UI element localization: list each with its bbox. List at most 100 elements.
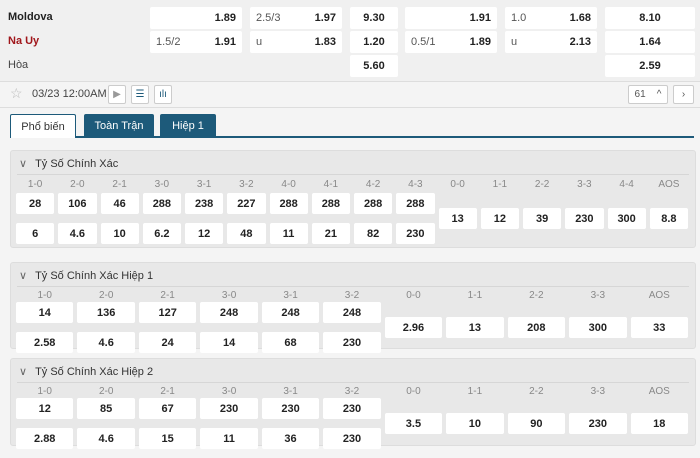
score-odds[interactable]: 67 xyxy=(138,398,197,419)
score-label: 3-2 xyxy=(239,179,254,190)
odds-cell[interactable]: 5.60 xyxy=(350,55,398,77)
score-odds[interactable]: 21 xyxy=(311,223,350,244)
score-odds[interactable]: 300 xyxy=(569,317,627,338)
chevron-down-icon[interactable]: ∨ xyxy=(19,158,28,170)
play-button[interactable]: ▶ xyxy=(108,85,126,104)
score-odds[interactable]: 11 xyxy=(269,223,308,244)
score-odds[interactable]: 12 xyxy=(16,398,74,419)
score-odds[interactable]: 4.6 xyxy=(77,428,135,449)
score-odds[interactable]: 82 xyxy=(354,223,393,244)
odds-cell[interactable]: 0.5/1 1.89 xyxy=(405,31,497,53)
section-header[interactable]: ∨ Tỷ Số Chính Xác Hiệp 1 xyxy=(19,269,153,282)
odds-cell[interactable]: 2.59 xyxy=(605,55,695,77)
score-odds[interactable]: 230 xyxy=(323,332,381,353)
score-odds[interactable]: 36 xyxy=(261,428,320,449)
odds-cell[interactable]: 9.30 xyxy=(350,7,398,29)
odds-cell[interactable]: 2.5/3 1.97 xyxy=(250,7,342,29)
score-label: 3-0 xyxy=(221,386,237,397)
odds-cell[interactable]: 8.10 xyxy=(605,7,695,29)
score-label: 4-0 xyxy=(281,179,296,190)
score-odds[interactable]: 300 xyxy=(607,208,646,229)
score-odds[interactable]: 230 xyxy=(323,398,381,419)
score-odds[interactable]: 230 xyxy=(565,208,604,229)
score-label: 0-0 xyxy=(406,386,421,397)
score-odds[interactable]: 10 xyxy=(100,223,139,244)
score-odds[interactable]: 46 xyxy=(100,193,139,214)
score-odds[interactable]: 33 xyxy=(630,317,688,338)
score-odds[interactable]: 227 xyxy=(227,193,266,214)
correct-score-section: ∨ Tỷ Số Chính Xác 1-0 28 6 2-0 106 4.6 2-1 46 10 3-… xyxy=(10,150,696,248)
score-odds[interactable]: 288 xyxy=(354,193,393,214)
score-odds[interactable]: 288 xyxy=(269,193,308,214)
score-label: 2-2 xyxy=(529,386,544,397)
score-odds[interactable]: 2.58 xyxy=(16,332,74,353)
score-odds[interactable]: 288 xyxy=(142,193,181,214)
score-odds[interactable]: 4.6 xyxy=(58,223,97,244)
score-label: AOS xyxy=(648,386,670,397)
score-odds[interactable]: 136 xyxy=(77,302,135,323)
odds-cell[interactable]: 1.64 xyxy=(605,31,695,53)
odds-value: 2.59 xyxy=(639,60,661,72)
score-odds[interactable]: 248 xyxy=(261,302,320,323)
odds-cell[interactable]: u 1.83 xyxy=(250,31,342,53)
score-odds[interactable]: 127 xyxy=(138,302,197,323)
score-odds[interactable]: 4.6 xyxy=(77,332,135,353)
score-odds[interactable]: 248 xyxy=(323,302,381,323)
score-odds[interactable]: 10 xyxy=(446,413,504,434)
chevron-down-icon[interactable]: ∨ xyxy=(19,270,28,282)
score-odds[interactable]: 15 xyxy=(138,428,197,449)
tab-toan-tran[interactable]: Toàn Trận xyxy=(84,114,154,138)
score-odds[interactable]: 11 xyxy=(200,428,258,449)
score-odds[interactable]: 230 xyxy=(261,398,320,419)
score-odds[interactable]: 288 xyxy=(311,193,350,214)
score-odds[interactable]: 230 xyxy=(569,413,627,434)
score-odds[interactable]: 106 xyxy=(58,193,97,214)
stats-button[interactable]: ılı xyxy=(154,85,172,104)
scoreboard-button[interactable]: ☰ xyxy=(131,85,149,104)
score-odds[interactable]: 2.96 xyxy=(384,317,443,338)
score-label: 2-1 xyxy=(160,386,175,397)
odds-value: 1.97 xyxy=(314,12,336,24)
score-odds[interactable]: 14 xyxy=(16,302,74,323)
score-odds[interactable]: 248 xyxy=(200,302,258,323)
odds-cell[interactable]: 1.89 xyxy=(150,7,242,29)
score-odds[interactable]: 8.8 xyxy=(649,208,688,229)
score-odds[interactable]: 3.5 xyxy=(384,413,443,434)
section-header[interactable]: ∨ Tỷ Số Chính Xác Hiệp 2 xyxy=(19,365,153,378)
star-icon[interactable]: ☆ xyxy=(10,85,23,101)
next-button[interactable]: › xyxy=(673,85,694,104)
chevron-down-icon[interactable]: ∨ xyxy=(19,366,28,378)
odds-cell[interactable]: 1.5/2 1.91 xyxy=(150,31,242,53)
score-odds[interactable]: 6 xyxy=(16,223,55,244)
score-odds[interactable]: 68 xyxy=(261,332,320,353)
tab-pho-bien[interactable]: Phổ biến xyxy=(10,114,76,138)
odds-cell[interactable]: 1.0 1.68 xyxy=(505,7,597,29)
score-odds[interactable]: 238 xyxy=(185,193,224,214)
score-odds[interactable]: 85 xyxy=(77,398,135,419)
score-odds[interactable]: 12 xyxy=(185,223,224,244)
score-odds[interactable]: 12 xyxy=(480,208,519,229)
score-odds[interactable]: 90 xyxy=(507,413,566,434)
score-odds[interactable]: 24 xyxy=(138,332,197,353)
score-odds[interactable]: 6.2 xyxy=(142,223,181,244)
score-odds[interactable]: 2.88 xyxy=(16,428,74,449)
handicap-line: u xyxy=(511,36,518,48)
score-odds[interactable]: 39 xyxy=(523,208,562,229)
score-odds[interactable]: 14 xyxy=(200,332,258,353)
score-odds[interactable]: 288 xyxy=(396,193,435,214)
score-odds[interactable]: 208 xyxy=(507,317,566,338)
score-odds[interactable]: 230 xyxy=(323,428,381,449)
market-count-button[interactable]: 61 ^ xyxy=(628,85,668,104)
odds-cell[interactable]: u 2.13 xyxy=(505,31,597,53)
score-odds[interactable]: 18 xyxy=(630,413,688,434)
score-odds[interactable]: 48 xyxy=(227,223,266,244)
score-odds[interactable]: 28 xyxy=(16,193,55,214)
odds-cell[interactable]: 1.20 xyxy=(350,31,398,53)
score-odds[interactable]: 13 xyxy=(446,317,504,338)
score-odds[interactable]: 230 xyxy=(200,398,258,419)
odds-cell[interactable]: 1.91 xyxy=(405,7,497,29)
tab-hiep-1[interactable]: Hiệp 1 xyxy=(160,114,216,138)
score-odds[interactable]: 13 xyxy=(438,208,477,229)
score-odds[interactable]: 230 xyxy=(396,223,435,244)
section-header[interactable]: ∨ Tỷ Số Chính Xác xyxy=(19,157,118,170)
